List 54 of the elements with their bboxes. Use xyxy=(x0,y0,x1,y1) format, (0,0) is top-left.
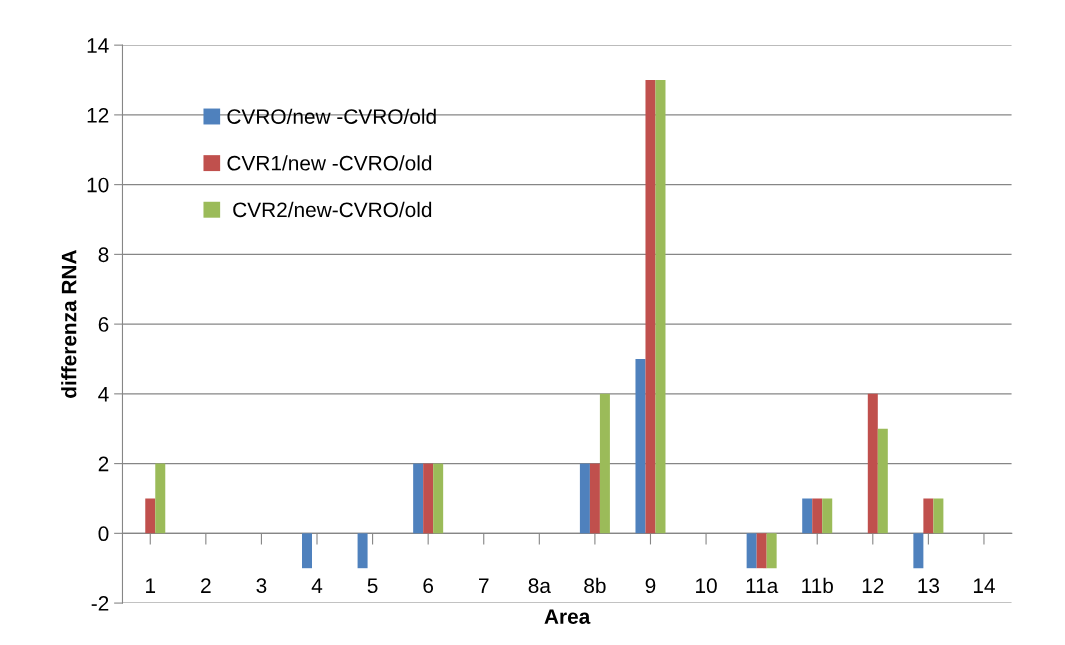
y-tick-label: 0 xyxy=(98,526,109,542)
y-tick-label: 10 xyxy=(87,177,109,193)
y-tick-label: -2 xyxy=(91,596,109,611)
bar xyxy=(802,498,813,534)
bar xyxy=(766,533,777,569)
bar xyxy=(599,393,610,534)
bar xyxy=(812,498,823,534)
y-tick-label: 8 xyxy=(98,247,109,263)
bar xyxy=(645,80,656,534)
x-tick-label: 8a xyxy=(528,578,551,594)
x-tick-label: 10 xyxy=(696,578,717,594)
bar xyxy=(145,498,156,534)
x-tick-label: 9 xyxy=(645,578,656,594)
bar xyxy=(822,498,833,534)
x-tick-label: 12 xyxy=(862,578,884,593)
x-tick-label: 6 xyxy=(423,578,434,594)
bar xyxy=(877,428,888,534)
bar xyxy=(155,463,166,534)
y-tick-label: 12 xyxy=(87,107,109,123)
bar xyxy=(635,358,646,534)
x-tick-label: 8b xyxy=(584,577,606,594)
bar xyxy=(933,498,944,534)
bar xyxy=(867,393,878,534)
bar xyxy=(923,498,934,534)
x-tick-label: 3 xyxy=(256,578,267,594)
legend-label: CVR2/new-CVRO/old xyxy=(233,201,432,218)
bar xyxy=(413,463,424,534)
bar xyxy=(589,463,600,534)
x-tick-label: 4 xyxy=(311,578,323,593)
x-tick-label: 14 xyxy=(973,578,995,593)
bar xyxy=(433,463,444,534)
y-tick-label: 14 xyxy=(87,38,109,53)
bar xyxy=(423,463,434,534)
x-tick-label: 1 xyxy=(146,578,156,593)
y-tick-label: 6 xyxy=(98,317,109,332)
bar xyxy=(655,80,666,534)
legend-label: CVR1/new -CVRO/old xyxy=(227,155,432,171)
y-tick-label: 2 xyxy=(98,456,109,472)
x-tick-label: 2 xyxy=(201,578,211,593)
y-tick-label: 4 xyxy=(98,387,109,402)
x-tick-label: 11a xyxy=(746,578,779,594)
legend-label: CVRO/new -CVRO/old xyxy=(227,108,436,124)
bar xyxy=(913,533,924,569)
bar xyxy=(746,533,757,569)
y-axis-title: differenza RNA xyxy=(61,250,77,398)
x-axis-title: Area xyxy=(544,609,591,624)
bar xyxy=(579,463,590,534)
x-tick-label: 5 xyxy=(367,578,378,594)
x-tick-label: 13 xyxy=(918,578,940,594)
bar xyxy=(756,533,767,569)
x-tick-label: 11b xyxy=(802,577,833,594)
x-tick-label: 7 xyxy=(479,578,489,593)
bar xyxy=(302,533,312,569)
bar xyxy=(357,533,368,569)
